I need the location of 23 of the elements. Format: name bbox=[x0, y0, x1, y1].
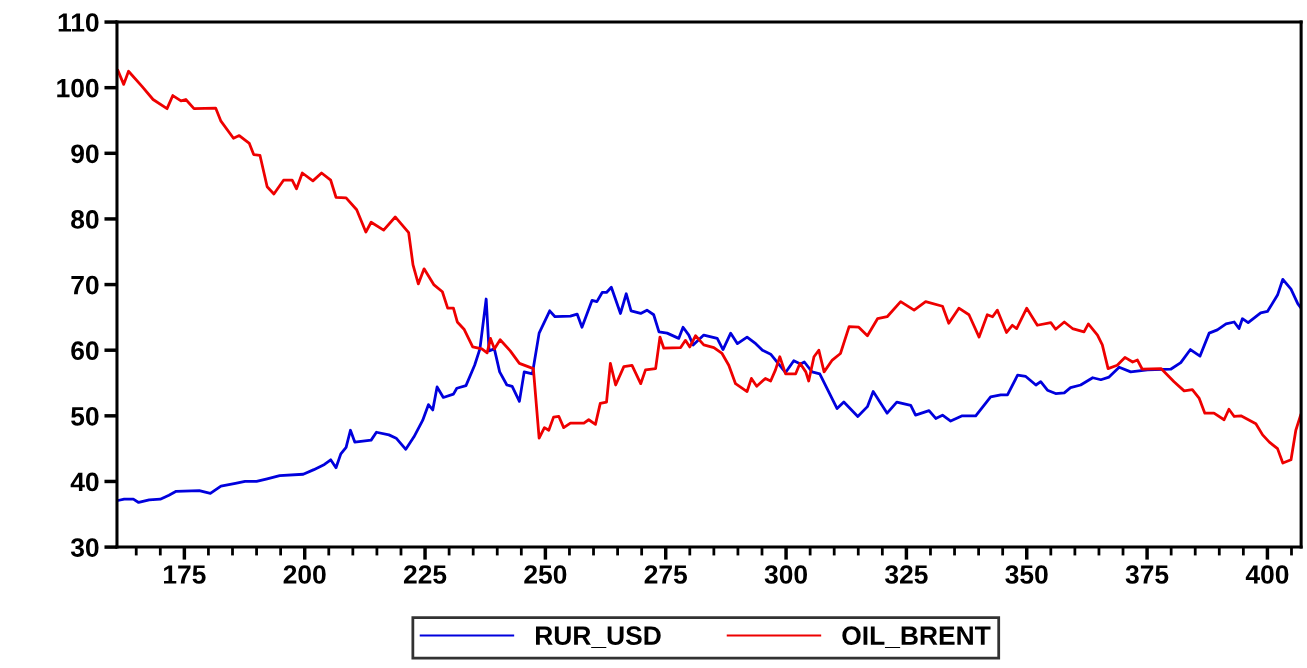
y-tick-label: 70 bbox=[71, 275, 99, 295]
x-tick-label: 400 bbox=[1245, 565, 1289, 584]
x-tick-label: 250 bbox=[524, 565, 567, 584]
x-tick-label: 275 bbox=[644, 565, 688, 584]
y-tick-label: 30 bbox=[70, 538, 99, 557]
line-series bbox=[116, 277, 1302, 504]
x-tick-label: 375 bbox=[1125, 565, 1169, 584]
y-tick-label: 80 bbox=[71, 210, 99, 229]
legend-label: RUR_USD bbox=[536, 626, 661, 648]
x-tick-label: 300 bbox=[764, 565, 807, 584]
x-tick-label: 175 bbox=[164, 565, 206, 584]
y-tick-label: 40 bbox=[70, 472, 99, 492]
legend-label: OIL_BRENT bbox=[842, 626, 991, 648]
y-tick-label: 60 bbox=[71, 341, 99, 361]
line-series bbox=[116, 69, 1302, 465]
y-tick-label: 90 bbox=[71, 144, 99, 164]
x-tick-label: 350 bbox=[1005, 565, 1048, 584]
x-tick-label: 325 bbox=[885, 565, 928, 584]
x-tick-label: 200 bbox=[283, 565, 326, 584]
y-tick-label: 100 bbox=[57, 78, 99, 98]
y-tick-label: 50 bbox=[71, 406, 99, 426]
x-tick-label: 225 bbox=[403, 565, 447, 584]
y-tick-label: 110 bbox=[58, 13, 99, 32]
